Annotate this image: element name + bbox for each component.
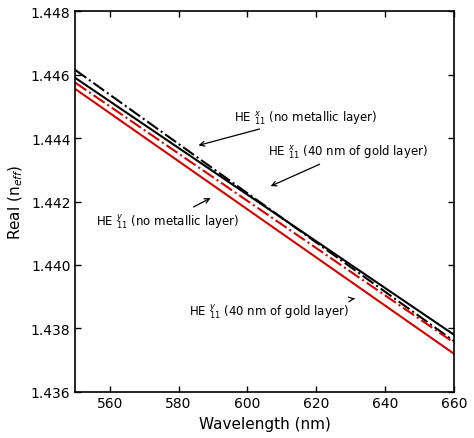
Y-axis label: Real (n$_{eff}$): Real (n$_{eff}$): [7, 165, 25, 240]
X-axis label: Wavelength (nm): Wavelength (nm): [199, 416, 330, 431]
Text: HE $^x_{11}$ (40 nm of gold layer): HE $^x_{11}$ (40 nm of gold layer): [268, 144, 428, 187]
Text: HE $^x_{11}$ (no metallic layer): HE $^x_{11}$ (no metallic layer): [200, 109, 377, 147]
Text: HE $^y_{11}$ (no metallic layer): HE $^y_{11}$ (no metallic layer): [96, 199, 239, 230]
Text: HE $^y_{11}$ (40 nm of gold layer): HE $^y_{11}$ (40 nm of gold layer): [189, 297, 354, 321]
